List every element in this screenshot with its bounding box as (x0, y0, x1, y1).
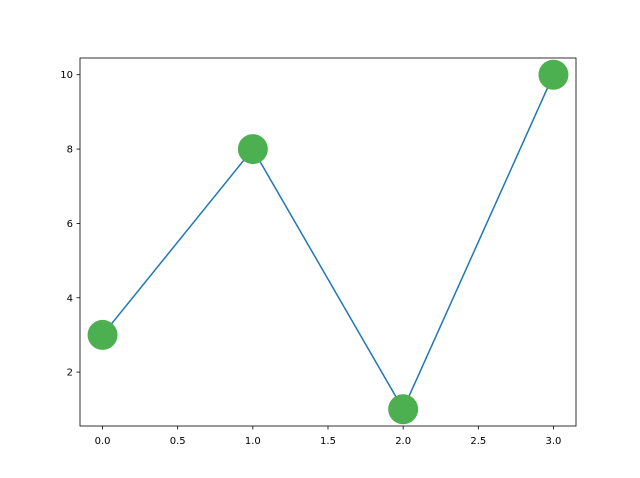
y-tick-label: 10 (60, 70, 73, 81)
data-point (87, 319, 118, 350)
data-point (388, 394, 419, 425)
x-tick-label: 0.5 (170, 436, 186, 447)
x-tick-label: 1.0 (245, 436, 261, 447)
x-tick-label: 0.0 (95, 436, 111, 447)
x-tick-label: 2.5 (470, 436, 486, 447)
axes-frame (79, 57, 577, 427)
x-tick-label: 1.5 (320, 436, 336, 447)
series-line (101, 74, 555, 411)
y-tick-label: 8 (67, 145, 73, 156)
x-tick-label: 3.0 (546, 436, 562, 447)
y-tick-label: 2 (67, 368, 73, 379)
x-tick-label: 2.0 (395, 436, 411, 447)
data-point (538, 59, 569, 90)
data-point (237, 134, 268, 165)
y-tick-label: 6 (67, 219, 73, 230)
y-tick-label: 4 (67, 293, 73, 304)
